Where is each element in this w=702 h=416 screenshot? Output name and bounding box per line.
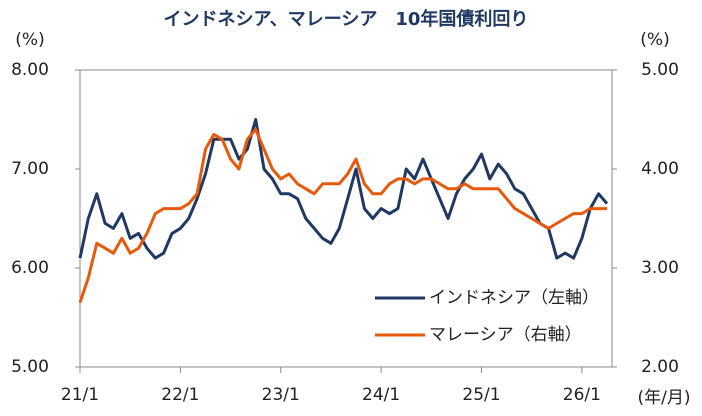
y-tick-label: 5.00 [11,357,49,377]
plot-frame [79,69,613,368]
y-tick-label: 8.00 [11,60,49,80]
x-tick-label: 26/1 [563,385,601,405]
y-tick-label: 7.00 [11,159,49,179]
y2-tick-label: 2.00 [641,357,679,377]
y2-unit: (%) [640,30,669,50]
y-tick-label: 6.00 [11,258,49,278]
x-tick-label: 22/1 [161,385,199,405]
y2-tick-label: 5.00 [641,60,679,80]
y2-tick-label: 3.00 [641,258,679,278]
x-tick-label: 24/1 [362,385,400,405]
x-tick-label: 23/1 [262,385,300,405]
legend-label: インドネシア（左軸） [429,288,599,308]
chart-title: インドネシア、マレーシア 10年国債利回り [164,8,529,30]
x-tick-label: 21/1 [61,385,99,405]
y-unit: (%) [15,30,44,50]
series-line [78,127,607,304]
x-unit: (年/月) [638,388,691,408]
x-tick-label: 25/1 [462,385,500,405]
series-line [78,118,609,260]
legend-label: マレーシア（右軸） [429,325,582,345]
y2-tick-label: 4.00 [641,159,679,179]
